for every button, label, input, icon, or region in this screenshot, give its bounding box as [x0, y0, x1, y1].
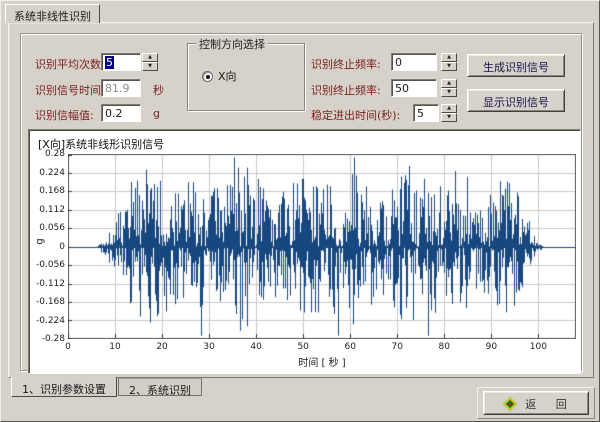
y-axis-label: g	[34, 238, 46, 245]
return-button[interactable]: ◄ 返 回	[483, 391, 589, 415]
spin-down-button[interactable]: ▼	[142, 62, 158, 71]
tab-system-identification[interactable]: 2、系统识别	[118, 378, 202, 397]
signal-time-input: 81.9	[101, 79, 141, 97]
y-tick-label: -0.224	[35, 315, 65, 326]
display-signal-button[interactable]: 显示识别信号	[467, 89, 565, 112]
direction-groupbox: 控制方向选择 X向	[187, 36, 305, 111]
signal-amp-input[interactable]: 0.2	[101, 104, 141, 122]
signal-time-label: 识别信号时间:	[35, 84, 105, 97]
chart-title: [X向]系统非线形识别信号	[38, 138, 165, 151]
x-tick-label: 20	[156, 342, 168, 352]
x-tick-label: 60	[344, 342, 356, 352]
radio-x-direction-label: X向	[218, 70, 237, 83]
freq-stop-label: 识别终止频率:	[311, 84, 381, 97]
freq-start-label: 识别终止频率:	[311, 58, 381, 71]
avg-count-value: 5	[105, 56, 114, 69]
spin-up-button[interactable]: ▲	[441, 79, 457, 88]
settle-time-spinner: ▲ ▼	[441, 104, 457, 122]
y-tick-label: -0.112	[35, 278, 65, 289]
x-tick-label: 0	[65, 342, 71, 352]
freq-start-spinner: ▲ ▼	[441, 53, 457, 71]
signal-plot-canvas	[68, 154, 576, 339]
spin-up-button[interactable]: ▲	[441, 53, 457, 62]
y-tick-label: -0.056	[35, 260, 65, 270]
avg-count-spinner: ▲ ▼	[142, 53, 158, 71]
direction-group-title: 控制方向选择	[196, 36, 268, 52]
tab-system-nonlinear-identification[interactable]: 系统非线性识别	[5, 4, 100, 23]
x-tick-label: 100	[529, 342, 547, 352]
x-tick-label: 10	[109, 342, 121, 352]
y-tick-label: 0.056	[39, 223, 65, 233]
spin-up-button[interactable]: ▲	[441, 104, 457, 113]
y-tick-label: 0.224	[39, 167, 65, 178]
spin-up-button[interactable]: ▲	[142, 53, 158, 62]
x-tick-label: 90	[485, 342, 498, 352]
avg-count-input[interactable]: 5	[101, 53, 141, 71]
radio-x-direction[interactable]	[202, 70, 213, 82]
x-tick-label: 50	[297, 342, 309, 352]
signal-time-unit: 秒	[153, 84, 164, 97]
signal-amp-label: 识别信幅值:	[35, 109, 94, 122]
y-tick-label: 0.112	[39, 204, 65, 215]
freq-stop-input[interactable]: 50	[391, 79, 437, 97]
spin-down-button[interactable]: ▼	[441, 113, 457, 122]
x-axis-label: 时间 [ 秒 ]	[298, 358, 346, 369]
radio-dot	[206, 74, 210, 79]
left-arrow-icon: ◄	[507, 399, 513, 408]
return-button-panel: ◄ 返 回	[477, 387, 595, 419]
y-tick-label: -0.28	[41, 334, 65, 344]
x-tick-label: 30	[203, 342, 215, 352]
settle-time-input[interactable]: 5	[413, 104, 439, 122]
spin-down-button[interactable]: ▼	[441, 88, 457, 97]
y-tick-label: -0.168	[35, 297, 65, 307]
y-tick-label: 0	[59, 241, 65, 252]
spin-down-button[interactable]: ▼	[441, 62, 457, 71]
freq-stop-spinner: ▲ ▼	[441, 79, 457, 97]
avg-count-label: 识别平均次数:	[35, 58, 105, 71]
signal-amp-unit: g	[153, 107, 160, 120]
x-tick-label: 80	[438, 342, 451, 352]
freq-start-input[interactable]: 0	[391, 53, 437, 71]
tab-identification-parameter-setup[interactable]: 1、识别参数设置	[11, 377, 117, 397]
generate-signal-button[interactable]: 生成识别信号	[467, 54, 565, 77]
y-tick-label: 0.168	[39, 186, 65, 196]
x-tick-label: 70	[391, 342, 403, 352]
settle-time-label: 稳定进出时间(秒):	[311, 109, 401, 122]
tab-label: 系统非线性识别	[14, 10, 91, 23]
chart-panel: [X向]系统非线形识别信号 0 10 20 30 40 50 60 70 80 90 100 0.2…	[28, 129, 581, 374]
diamond-icon: ◄	[503, 396, 518, 412]
x-tick-label: 40	[250, 342, 262, 352]
return-button-label: 返 回	[525, 398, 575, 411]
y-tick-label: 0.28	[44, 149, 65, 159]
